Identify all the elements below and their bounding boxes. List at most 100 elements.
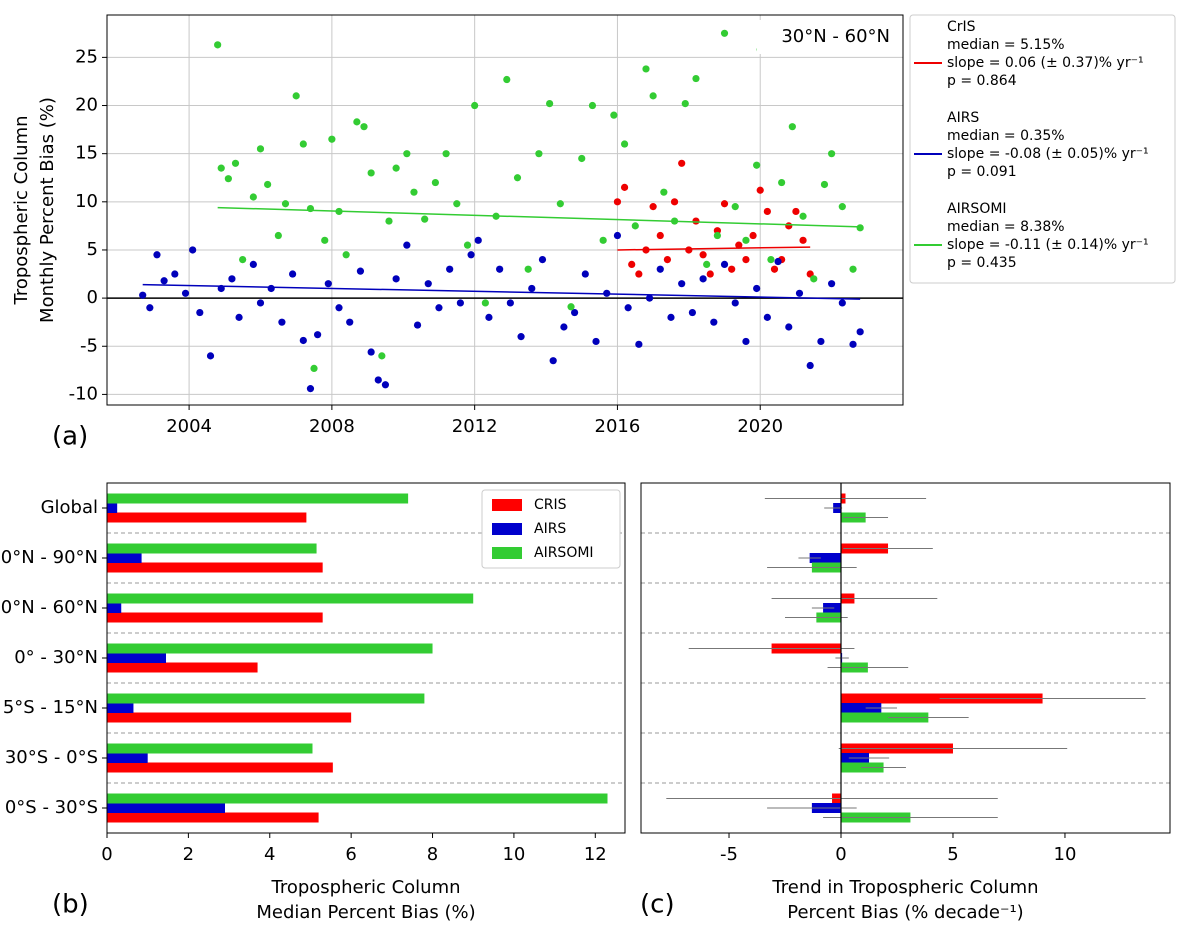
x-tick-label: 2016: [595, 416, 641, 437]
data-point: [649, 92, 657, 100]
data-point: [656, 231, 664, 240]
data-point: [635, 340, 643, 348]
data-point: [424, 280, 432, 288]
legend-label: AIRS: [534, 521, 566, 537]
x-tick-label: 4: [264, 844, 275, 865]
data-point: [663, 255, 672, 264]
bar: [107, 653, 167, 663]
data-point: [620, 140, 629, 148]
data-point: [785, 222, 793, 230]
data-point: [635, 270, 643, 278]
data-point: [645, 294, 654, 302]
x-tick-label: 0: [835, 844, 846, 865]
data-point: [774, 257, 782, 266]
panel-label: (a): [52, 422, 88, 452]
data-point: [560, 323, 568, 331]
data-point: [670, 198, 679, 206]
panel-label: (b): [52, 890, 89, 920]
data-point: [613, 231, 622, 240]
data-point: [381, 381, 390, 389]
data-point: [392, 275, 400, 283]
data-point: [306, 385, 315, 393]
legend-swatch: [492, 499, 522, 511]
bar: [840, 712, 929, 723]
y-tick-label: 10: [75, 191, 98, 212]
data-point: [314, 331, 322, 339]
data-point: [624, 304, 632, 312]
data-point: [231, 159, 240, 167]
bar: [107, 662, 258, 673]
data-point: [731, 203, 739, 211]
data-point: [778, 178, 786, 187]
data-point: [799, 212, 807, 220]
data-point: [481, 299, 489, 307]
data-point: [171, 270, 179, 278]
data-point: [328, 135, 336, 143]
data-point: [278, 318, 286, 326]
data-point: [720, 29, 729, 37]
x-tick-label: 2: [183, 844, 194, 865]
data-point: [206, 352, 215, 360]
legend-swatch: [492, 547, 522, 559]
x-tick-label: 2012: [452, 416, 498, 437]
data-point: [703, 260, 711, 269]
data-point: [385, 217, 393, 225]
data-point: [656, 265, 664, 273]
x-axis-label: Percent Bias (% decade⁻¹): [787, 902, 1023, 923]
data-point: [342, 251, 350, 259]
data-point: [292, 92, 300, 100]
x-tick-label: 2004: [166, 416, 212, 437]
data-point: [335, 304, 343, 312]
data-point: [856, 224, 864, 232]
data-point: [742, 337, 750, 346]
data-point: [763, 207, 771, 216]
data-point: [753, 284, 761, 293]
data-point: [471, 101, 479, 110]
data-point: [356, 267, 365, 275]
data-point: [720, 260, 729, 269]
x-tick-label: 5: [947, 844, 958, 865]
data-point: [567, 303, 575, 311]
data-point: [838, 203, 846, 211]
bar: [107, 703, 134, 713]
x-tick-label: 2008: [309, 416, 355, 437]
data-point: [753, 161, 761, 169]
data-point: [153, 251, 161, 259]
data-point: [806, 361, 814, 370]
data-point: [403, 150, 411, 158]
bar: [107, 753, 148, 763]
data-point: [660, 188, 668, 196]
data-point: [503, 75, 511, 84]
data-point: [856, 328, 864, 336]
data-point: [474, 236, 482, 244]
data-point: [224, 175, 232, 183]
data-point: [610, 111, 618, 119]
data-point: [735, 241, 743, 249]
data-point: [367, 348, 375, 356]
legend-detail: median = 8.38%: [947, 219, 1065, 235]
x-tick-label: 0: [101, 844, 112, 865]
data-point: [728, 265, 736, 273]
data-point: [742, 236, 750, 244]
bar: [107, 503, 118, 513]
data-point: [592, 337, 600, 346]
y-tick-label: Global: [41, 497, 98, 518]
data-point: [139, 291, 147, 299]
bar: [107, 712, 352, 723]
data-point: [228, 275, 236, 283]
data-point: [289, 270, 297, 278]
legend-box: [909, 14, 1176, 284]
data-point: [453, 200, 461, 208]
y-tick-label: 0°N - 90°N: [1, 547, 98, 568]
data-point: [463, 241, 472, 249]
data-point: [249, 260, 257, 269]
data-point: [799, 236, 807, 244]
data-point: [706, 270, 714, 278]
data-point: [528, 284, 536, 293]
y-tick-label: 0: [87, 287, 98, 308]
data-point: [249, 193, 257, 201]
x-axis-label: Tropospheric Column: [270, 877, 460, 898]
data-point: [795, 289, 804, 297]
bar: [107, 612, 323, 623]
